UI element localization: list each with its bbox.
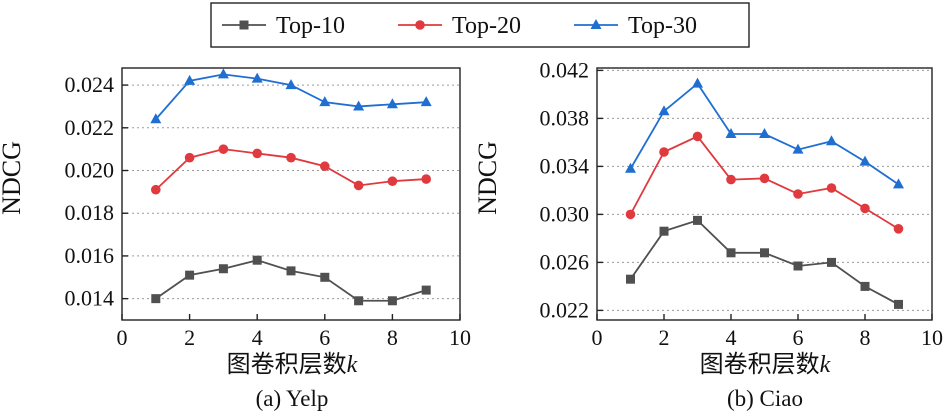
legend: Top-10 Top-20 Top-30 — [210, 2, 750, 48]
y-tick-label: 0.030 — [540, 201, 590, 226]
data-point-top-10 — [252, 255, 262, 265]
data-point-top-30 — [625, 162, 636, 173]
plot-frame — [596, 67, 933, 321]
data-point-top-20 — [893, 224, 904, 234]
data-point-top-10 — [659, 226, 669, 236]
data-point-top-10 — [693, 215, 702, 225]
x-tick-label: 4 — [252, 325, 263, 350]
legend-label: Top-10 — [276, 13, 345, 39]
legend-label: Top-30 — [628, 13, 697, 39]
caption: (b) Ciao — [727, 386, 803, 411]
data-point-top-30 — [285, 79, 297, 90]
data-point-top-20 — [252, 148, 262, 159]
data-point-top-20 — [218, 144, 229, 154]
data-point-top-20 — [151, 184, 161, 195]
data-point-top-30 — [658, 105, 670, 116]
data-point-top-10 — [421, 285, 431, 295]
data-point-top-30 — [150, 113, 162, 124]
data-point-top-10 — [626, 274, 635, 284]
y-tick-label: 0.026 — [540, 249, 590, 274]
data-point-top-10 — [760, 248, 769, 258]
data-point-top-30 — [217, 68, 229, 79]
data-point-top-30 — [420, 96, 432, 107]
data-point-top-10 — [827, 257, 836, 267]
data-point-top-10 — [185, 270, 195, 280]
data-point-top-10 — [894, 299, 903, 309]
data-point-top-30 — [759, 128, 770, 138]
data-point-top-30 — [319, 96, 331, 107]
data-point-top-20 — [659, 147, 669, 157]
data-point-top-10 — [151, 294, 161, 304]
data-point-top-20 — [860, 203, 870, 214]
data-point-top-30 — [826, 135, 837, 146]
legend-box — [210, 2, 750, 48]
data-point-top-10 — [860, 281, 870, 291]
data-point-top-10 — [320, 272, 330, 282]
data-point-top-20 — [320, 161, 330, 172]
data-point-top-10 — [726, 248, 736, 258]
data-point-top-10 — [218, 264, 228, 274]
data-point-top-20 — [625, 209, 636, 220]
x-tick-label: 10 — [921, 325, 943, 350]
data-point-top-30 — [725, 128, 737, 138]
data-point-top-20 — [353, 180, 364, 191]
data-point-top-20 — [421, 174, 432, 184]
x-tick-label: 10 — [449, 325, 471, 350]
y-tick-label: 0.018 — [65, 200, 115, 225]
data-point-top-30 — [353, 100, 365, 111]
chart-ciao: 0.022 0.026 0.030 0.034 0.038 0.042 0 2 4 6 8 10 ND… — [473, 57, 943, 411]
y-tick-label: 0.042 — [540, 57, 590, 82]
y-tick-label: 0.034 — [540, 153, 590, 178]
y-tick-label: 0.022 — [540, 297, 590, 322]
y-tick-label: 0.038 — [540, 105, 590, 130]
x-tick-label: 2 — [659, 325, 670, 350]
legend-marker — [590, 19, 602, 29]
data-point-top-10 — [793, 261, 803, 271]
legend-marker — [239, 20, 249, 30]
data-point-top-20 — [793, 189, 803, 199]
data-point-top-30 — [251, 72, 263, 83]
legend-label: Top-20 — [452, 13, 521, 39]
data-point-top-30 — [893, 178, 904, 189]
data-point-top-20 — [387, 176, 398, 186]
x-tick-label: 8 — [860, 325, 871, 350]
data-point-top-10 — [387, 296, 397, 306]
x-tick-label: 6 — [793, 325, 804, 350]
data-point-top-30 — [792, 143, 804, 154]
data-point-top-30 — [859, 155, 871, 166]
data-point-top-20 — [726, 174, 736, 185]
data-point-top-30 — [184, 74, 196, 85]
x-axis-label: 图卷积层数k — [227, 350, 358, 378]
x-axis-label: 图卷积层数k — [700, 350, 831, 378]
data-point-top-20 — [692, 131, 703, 142]
x-tick-label: 0 — [592, 325, 603, 350]
data-point-top-10 — [354, 296, 364, 306]
data-point-top-30 — [386, 98, 398, 109]
x-tick-label: 6 — [319, 325, 330, 350]
y-tick-label: 0.020 — [65, 158, 115, 183]
series-line-top-10 — [155, 259, 427, 302]
legend-marker — [415, 20, 425, 30]
y-tick-label: 0.016 — [65, 243, 115, 268]
data-point-top-20 — [184, 152, 195, 163]
y-tick-label: 0.022 — [65, 115, 115, 140]
chart-yelp: 0.014 0.016 0.018 0.020 0.022 0.024 0 2 4 6 8 10 ND… — [0, 67, 471, 411]
data-point-top-10 — [286, 266, 296, 276]
x-tick-label: 4 — [726, 325, 737, 350]
x-tick-label: 8 — [387, 325, 398, 350]
x-tick-label: 2 — [184, 325, 195, 350]
y-tick-label: 0.014 — [65, 286, 115, 311]
data-point-top-20 — [826, 183, 837, 193]
plot-frame — [121, 67, 461, 321]
caption: (a) Yelp — [256, 386, 329, 411]
x-tick-label: 0 — [117, 325, 128, 350]
data-point-top-20 — [286, 152, 296, 163]
y-axis-label: NDCG — [473, 141, 502, 215]
data-point-top-30 — [692, 77, 703, 88]
y-axis-label: NDCG — [0, 141, 26, 215]
y-tick-label: 0.024 — [65, 72, 115, 97]
data-point-top-20 — [759, 173, 770, 184]
